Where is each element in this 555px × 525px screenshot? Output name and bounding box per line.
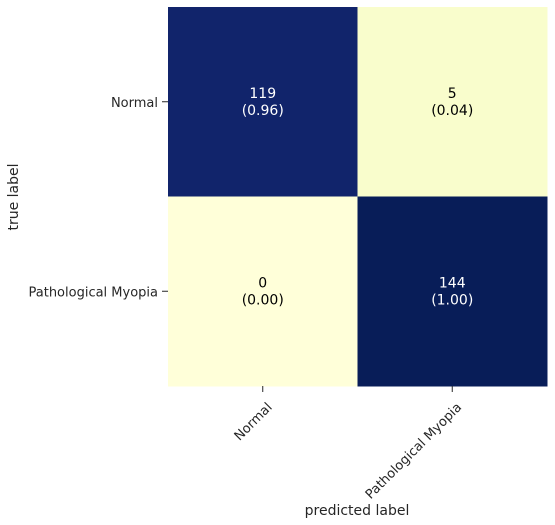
y-axis-label: true label — [6, 163, 22, 230]
x-tick-label: Pathological Myopia — [363, 400, 465, 502]
cell-count-label: 144 — [439, 275, 466, 291]
heatmap-cells: 119(0.96) 5(0.04) 0(0.00) 144(1.00) — [168, 7, 548, 387]
heatmap-cell — [168, 7, 358, 197]
heatmap-cell — [357, 196, 548, 387]
cell-count-label: 119 — [249, 86, 276, 102]
cell-fraction-label: (0.96) — [242, 103, 284, 119]
y-tick-label: Pathological Myopia — [29, 285, 159, 300]
x-tick-label: Normal — [232, 400, 276, 444]
cell-count-label: 0 — [258, 275, 267, 291]
cell-fraction-label: (0.00) — [242, 292, 284, 308]
y-tick-label: Normal — [111, 96, 158, 111]
heatmap-cell — [168, 196, 358, 387]
cell-fraction-label: (0.04) — [431, 103, 473, 119]
cell-fraction-label: (1.00) — [431, 292, 473, 308]
heatmap-cell — [357, 7, 548, 197]
cell-count-label: 5 — [448, 86, 457, 102]
x-axis-label: predicted label — [305, 503, 410, 519]
